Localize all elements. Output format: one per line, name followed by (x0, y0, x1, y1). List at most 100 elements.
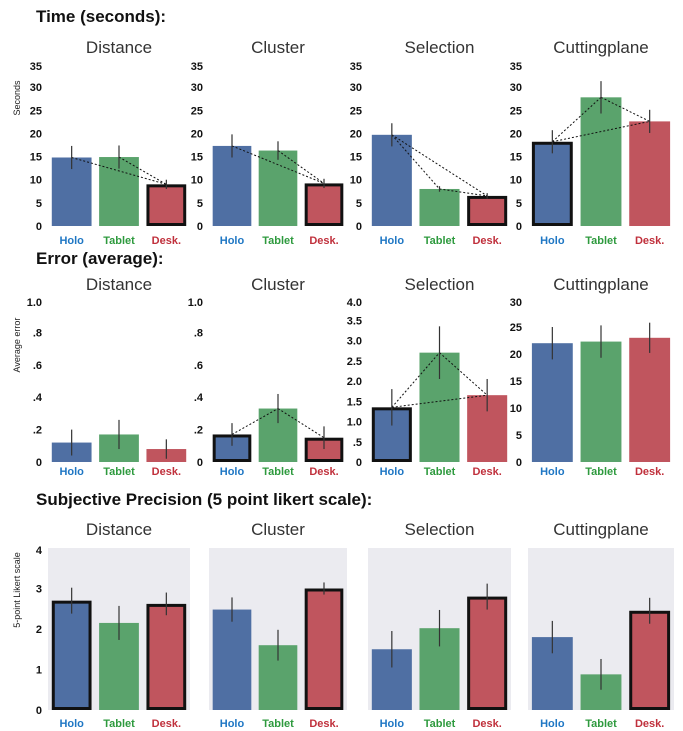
y-tick-label: 0 (516, 457, 522, 469)
bar-holo (212, 145, 252, 226)
bar-holo (531, 343, 573, 462)
x-tick-label: Tablet (103, 235, 135, 247)
y-tick-label: 3 (36, 584, 42, 596)
bar-desk (304, 183, 344, 226)
x-tick-label: Tablet (424, 466, 456, 478)
y-tick-label: 30 (510, 82, 522, 94)
y-tick-label: 30 (30, 82, 42, 94)
panel-title: Selection (405, 275, 475, 294)
bar-desk (304, 588, 344, 710)
y-tick-label: 10 (191, 175, 203, 187)
y-tick-label: 2.0 (347, 376, 362, 388)
y-tick-label: 0 (36, 705, 42, 717)
section-title: Subjective Precision (5 point likert sca… (36, 490, 372, 509)
x-tick-label: Tablet (585, 235, 617, 247)
y-tick-label: 20 (510, 128, 522, 140)
y-axis-label: 5-point Likert scale (12, 552, 22, 628)
dashed-link (552, 120, 650, 143)
y-tick-label: .4 (194, 392, 204, 404)
y-tick-label: 1 (36, 665, 42, 677)
y-tick-label: 25 (350, 105, 362, 117)
panel-title: Cuttingplane (553, 275, 648, 294)
x-tick-label: Desk. (152, 466, 181, 478)
dashed-link (551, 96, 602, 143)
y-tick-label: 20 (191, 128, 203, 140)
y-tick-label: 10 (30, 175, 42, 187)
y-tick-label: 25 (510, 105, 522, 117)
y-tick-label: 3.5 (347, 315, 362, 327)
x-tick-label: Tablet (103, 718, 135, 730)
y-tick-label: 15 (510, 376, 522, 388)
y-tick-label: 0 (36, 221, 42, 233)
bar-desk (629, 337, 671, 462)
dashed-link (118, 156, 167, 185)
x-tick-label: Holo (59, 235, 84, 247)
dashed-link (231, 408, 279, 435)
dashed-link (391, 352, 440, 408)
x-tick-label: Holo (540, 235, 565, 247)
y-tick-label: 25 (30, 105, 42, 117)
panel-title: Cluster (251, 275, 305, 294)
x-tick-label: Desk. (472, 718, 501, 730)
bar-holo (371, 134, 412, 226)
y-tick-label: 5 (516, 430, 522, 442)
x-tick-label: Desk. (309, 235, 338, 247)
y-tick-label: 30 (350, 82, 362, 94)
y-tick-label: 0 (197, 457, 203, 469)
y-tick-label: 15 (350, 152, 362, 164)
x-tick-label: Tablet (103, 466, 135, 478)
y-tick-label: 1.0 (188, 297, 203, 309)
x-tick-label: Tablet (424, 235, 456, 247)
panel-title: Cluster (251, 38, 305, 57)
bar-holo (371, 407, 412, 463)
y-tick-label: 1.0 (347, 417, 362, 429)
y-tick-label: 10 (510, 403, 522, 415)
y-tick-label: 35 (350, 61, 362, 73)
y-tick-label: 0 (356, 457, 362, 469)
y-tick-label: 25 (191, 105, 203, 117)
dashed-link (277, 408, 325, 439)
dashed-link (391, 394, 488, 408)
bar-holo (531, 141, 573, 226)
dashed-link (277, 150, 325, 184)
x-tick-label: Desk. (309, 718, 338, 730)
dashed-link (231, 145, 325, 184)
x-tick-label: Holo (59, 718, 84, 730)
panel-title: Cuttingplane (553, 520, 648, 539)
y-tick-label: 20 (510, 349, 522, 361)
bar-desk (146, 603, 187, 711)
x-tick-label: Holo (380, 718, 405, 730)
y-tick-label: 0 (356, 221, 362, 233)
panel-title: Distance (86, 275, 152, 294)
bar-tablet (258, 150, 298, 226)
x-tick-label: Tablet (262, 235, 294, 247)
panel-title: Selection (405, 520, 475, 539)
y-tick-label: 10 (510, 175, 522, 187)
y-tick-label: 1.0 (27, 297, 42, 309)
dashed-link (439, 188, 488, 197)
y-tick-label: 30 (510, 297, 522, 309)
bar-desk (467, 195, 508, 227)
y-tick-label: 5 (516, 198, 522, 210)
dashed-link (71, 157, 167, 185)
y-tick-label: 5 (356, 198, 362, 210)
x-tick-label: Holo (380, 466, 405, 478)
y-tick-label: .6 (194, 360, 203, 372)
x-tick-label: Desk. (472, 466, 501, 478)
x-tick-label: Holo (220, 718, 245, 730)
x-tick-label: Holo (540, 718, 565, 730)
y-tick-label: .8 (33, 327, 42, 339)
dashed-link (391, 134, 488, 197)
panel-title: Cluster (251, 520, 305, 539)
dashed-link (391, 134, 440, 190)
y-tick-label: 20 (350, 128, 362, 140)
y-tick-label: 5 (36, 198, 42, 210)
x-tick-label: Tablet (262, 466, 294, 478)
y-tick-label: 10 (350, 175, 362, 187)
bar-holo (51, 600, 92, 711)
y-tick-label: .2 (33, 425, 42, 437)
x-tick-label: Tablet (585, 466, 617, 478)
y-tick-label: 35 (191, 61, 203, 73)
bar-tablet (580, 97, 622, 226)
